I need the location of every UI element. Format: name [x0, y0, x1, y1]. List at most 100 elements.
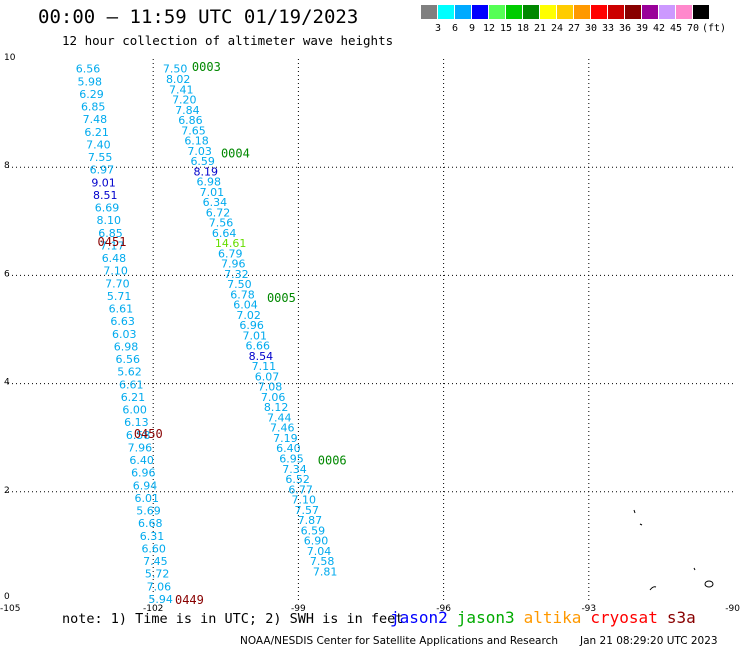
pass-number-label: 0004	[221, 147, 250, 161]
swh-value-track-east: 7.50	[227, 278, 252, 291]
satellite-legend-s3a: s3a	[666, 608, 696, 627]
colorbar-label: 21	[533, 23, 547, 34]
swh-value-track-west: 9.01	[91, 176, 116, 189]
island-outline	[704, 580, 714, 588]
swh-value-track-west: 5.71	[107, 290, 132, 303]
swh-value-track-west: 6.96	[131, 467, 156, 480]
pass-number-label: 0449	[175, 593, 204, 607]
swh-value-track-east: 6.66	[246, 340, 271, 353]
colorbar-swatch	[659, 5, 675, 19]
satellite-legend-altika: altika	[523, 608, 582, 627]
swh-value-track-west: 6.29	[79, 88, 104, 101]
swh-value-track-east: 7.57	[295, 504, 320, 517]
y-tick-label: 2	[4, 486, 10, 496]
swh-value-track-east: 7.01	[200, 186, 225, 199]
swh-value-track-east: 7.44	[267, 411, 292, 424]
satellite-legend-jason2: jason2	[390, 608, 448, 627]
colorbar-swatch	[438, 5, 454, 19]
colorbar-label: 3	[434, 23, 442, 34]
swh-value-track-west: 6.68	[138, 517, 163, 530]
swh-value-track-east: 6.72	[206, 206, 231, 219]
y-tick-label: 10	[4, 53, 16, 63]
swh-value-track-west: 5.94	[148, 593, 173, 606]
swh-value-track-west: 5.62	[117, 366, 142, 379]
colorbar-unit: (ft)	[702, 23, 727, 34]
swh-value-track-east: 7.50	[163, 63, 188, 76]
swh-value-track-east: 7.32	[224, 268, 249, 281]
swh-value-track-west: 6.85	[98, 227, 123, 240]
swh-value-track-east: 7.84	[175, 104, 200, 117]
swh-value-track-east: 7.01	[242, 329, 266, 342]
x-tick-label: -105	[0, 604, 20, 614]
swh-value-track-east: 7.65	[181, 124, 206, 137]
x-tick-label: -96	[436, 604, 451, 614]
pass-number-label: 0005	[267, 291, 296, 305]
swh-value-track-east: 7.06	[261, 391, 286, 404]
colorbar-label: 36	[618, 23, 632, 34]
swh-value-track-east: 7.03	[187, 145, 212, 158]
colorbar-label: 45	[669, 23, 683, 34]
swh-value-track-west: 8.51	[93, 189, 118, 202]
y-tick-label: 0	[4, 592, 10, 602]
swh-value-track-west: 6.85	[81, 101, 106, 114]
footer-timestamp: Jan 21 08:29:20 UTC 2023	[580, 635, 718, 647]
swh-value-track-west: 7.55	[88, 151, 113, 164]
swh-value-track-east: 7.81	[313, 565, 338, 578]
swh-value-track-west: 5.98	[77, 75, 102, 88]
pass-number-label: 0451	[98, 235, 127, 249]
colorbar-swatch	[506, 5, 522, 19]
swh-value-track-west: 7.45	[143, 555, 168, 568]
swh-value-track-east: 7.96	[221, 258, 246, 271]
swh-value-track-west: 7.06	[147, 580, 172, 593]
swh-value-track-east: 7.87	[298, 514, 323, 527]
colorbar-label: 15	[499, 23, 513, 34]
satellite-legend-jason3: jason3	[456, 608, 515, 627]
colorbar-swatch	[523, 5, 539, 19]
swh-value-track-west: 6.56	[76, 63, 101, 76]
colorbar-swatch	[642, 5, 658, 19]
swh-value-track-east: 6.95	[279, 453, 304, 466]
y-tick-label: 8	[4, 161, 10, 171]
swh-value-track-east: 6.18	[184, 135, 209, 148]
swh-value-track-east: 6.64	[212, 227, 237, 240]
x-tick-label: -99	[291, 604, 306, 614]
swh-value-track-west: 6.21	[121, 391, 145, 404]
colorbar-label: 18	[516, 23, 530, 34]
swh-value-track-east: 6.98	[197, 176, 222, 189]
swh-value-track-west: 6.69	[95, 202, 120, 215]
swh-value-track-east: 6.59	[190, 155, 215, 168]
swh-value-track-east: 6.86	[178, 114, 203, 127]
pass-number-label: 0450	[134, 427, 163, 441]
swh-value-track-east: 7.02	[236, 309, 260, 322]
swh-value-track-west: 7.17	[100, 239, 125, 252]
colorbar-swatch	[608, 5, 624, 19]
swh-value-track-west: 6.58	[126, 429, 151, 442]
chart-title: 00:00 – 11:59 UTC 01/19/2023	[38, 6, 359, 28]
swh-value-track-east: 8.54	[249, 350, 273, 363]
swh-value-track-east: 7.08	[258, 381, 283, 394]
colorbar-swatch	[574, 5, 590, 19]
colorbar-swatch	[472, 5, 488, 19]
swh-value-track-west: 5.69	[136, 505, 161, 518]
swh-value-track-west: 7.96	[128, 441, 153, 454]
swh-value-track-west: 6.01	[135, 492, 160, 505]
colorbar-swatch	[693, 5, 709, 19]
colorbar-label: 6	[451, 23, 459, 34]
swh-value-track-west: 6.31	[140, 530, 165, 543]
swh-value-track-west: 6.61	[119, 378, 144, 391]
swh-value-track-east: 7.11	[252, 360, 277, 373]
swh-value-track-west: 5.72	[145, 568, 170, 581]
swh-value-track-west: 6.00	[122, 404, 147, 417]
swh-value-track-west: 6.13	[124, 416, 149, 429]
colorbar-swatch	[540, 5, 556, 19]
colorbar-swatch	[489, 5, 505, 19]
chart-subtitle: 12 hour collection of altimeter wave hei…	[62, 33, 394, 48]
x-tick-label: -93	[581, 604, 596, 614]
swh-value-track-west: 6.03	[112, 328, 137, 341]
colorbar-label: 33	[601, 23, 615, 34]
colorbar-swatch	[676, 5, 692, 19]
swh-value-track-east: 6.77	[288, 483, 313, 496]
swh-value-track-east: 6.90	[304, 535, 329, 548]
colorbar-label: 12	[482, 23, 496, 34]
